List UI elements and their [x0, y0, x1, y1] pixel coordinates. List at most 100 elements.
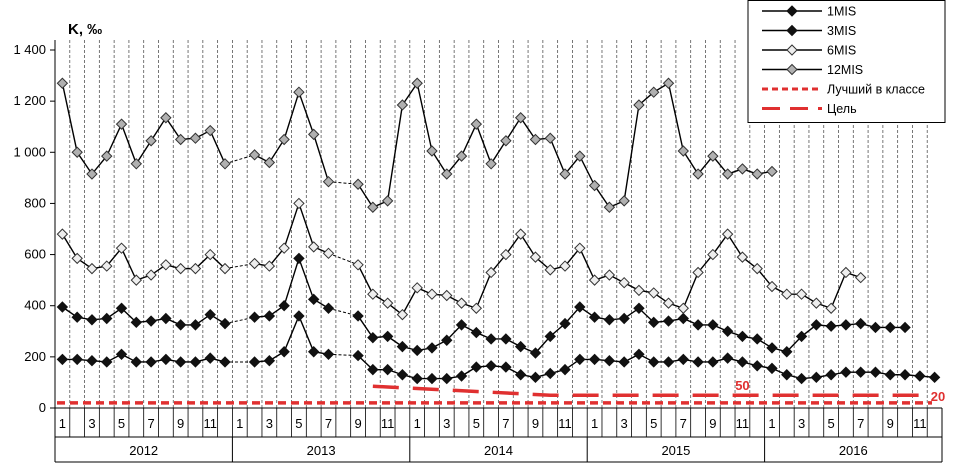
data-point [352, 178, 364, 190]
data-point [174, 319, 187, 331]
data-point [189, 356, 202, 368]
x-tick-label: 11 [913, 416, 927, 431]
data-point [618, 356, 630, 368]
data-point [529, 347, 542, 359]
data-point [529, 133, 542, 146]
data-point [426, 145, 438, 157]
data-point [219, 262, 231, 275]
data-point [71, 252, 83, 265]
y-tick-label: 1 200 [13, 93, 46, 108]
legend-label: Цель [827, 102, 857, 116]
series-gap-connector [224, 263, 255, 270]
data-point [574, 242, 586, 254]
data-point [588, 179, 601, 192]
data-point [204, 308, 216, 321]
data-point [692, 356, 704, 368]
data-point [662, 297, 675, 309]
data-point [795, 288, 808, 300]
data-point [381, 330, 394, 343]
data-point [707, 356, 719, 368]
y-tick-label: 1 000 [13, 144, 46, 159]
data-point [145, 315, 157, 327]
data-point [145, 135, 157, 147]
data-point [352, 310, 364, 322]
data-point [219, 158, 231, 170]
legend-marker [786, 5, 798, 17]
data-point [56, 228, 69, 240]
y-tick-label: 200 [24, 349, 46, 364]
data-point [854, 317, 867, 330]
data-point [736, 163, 749, 175]
x-tick-label: 3 [798, 416, 805, 431]
data-point [130, 316, 143, 329]
data-point [130, 158, 143, 170]
data-point [308, 293, 320, 306]
x-tick-label: 1 [236, 416, 243, 431]
data-point [485, 158, 497, 170]
data-point [825, 302, 837, 314]
data-point [514, 340, 527, 353]
y-tick-label: 800 [24, 195, 46, 210]
series-line [357, 81, 773, 209]
data-point [544, 264, 556, 276]
data-point [381, 363, 394, 376]
x-tick-label: 9 [887, 416, 894, 431]
data-point [721, 228, 734, 240]
data-point [840, 366, 852, 378]
data-point [766, 280, 778, 293]
data-point [101, 312, 113, 325]
data-point [396, 308, 409, 321]
x-tick-label: 7 [325, 416, 332, 431]
x-tick-label: 5 [473, 416, 480, 431]
data-point [263, 354, 276, 367]
data-point [160, 312, 172, 325]
data-point [884, 369, 896, 381]
data-point [618, 276, 630, 289]
legend-box [747, 0, 946, 123]
data-point [677, 145, 689, 157]
data-point [707, 150, 719, 162]
x-tick-label: 7 [502, 416, 509, 431]
x-tick-label: 3 [266, 416, 273, 431]
data-point [707, 319, 719, 331]
data-point [854, 366, 867, 378]
data-point [854, 271, 867, 284]
x-tick-label: 5 [118, 416, 125, 431]
data-point [204, 352, 216, 364]
data-point [248, 311, 261, 323]
data-point [514, 228, 527, 240]
target-value-label: 50 [735, 378, 749, 393]
data-point [721, 325, 734, 337]
data-point [766, 165, 778, 178]
data-point [648, 356, 660, 368]
data-point [485, 333, 497, 345]
data-point [677, 353, 689, 366]
data-point [781, 288, 793, 300]
data-point [751, 333, 763, 345]
data-point [426, 342, 438, 354]
data-point [736, 251, 749, 263]
data-point [751, 360, 763, 372]
legend-label: 6MIS [827, 44, 856, 58]
data-point [441, 334, 453, 346]
data-point [278, 133, 290, 146]
year-label: 2015 [661, 443, 690, 458]
x-tick-label: 5 [828, 416, 835, 431]
legend-label: 12MIS [827, 63, 863, 77]
data-point [56, 353, 69, 366]
data-point [278, 346, 290, 358]
data-point [145, 269, 157, 281]
data-point [189, 262, 202, 275]
data-point [559, 260, 571, 272]
data-point [618, 312, 630, 325]
x-tick-label: 5 [650, 416, 657, 431]
data-point [367, 201, 379, 213]
data-point [899, 369, 911, 381]
legend-marker [786, 24, 798, 37]
data-point [648, 287, 660, 299]
data-point [56, 77, 69, 89]
data-point [455, 319, 468, 331]
y-tick-label: 0 [39, 400, 46, 415]
data-point [248, 356, 261, 368]
year-label: 2014 [484, 443, 513, 458]
